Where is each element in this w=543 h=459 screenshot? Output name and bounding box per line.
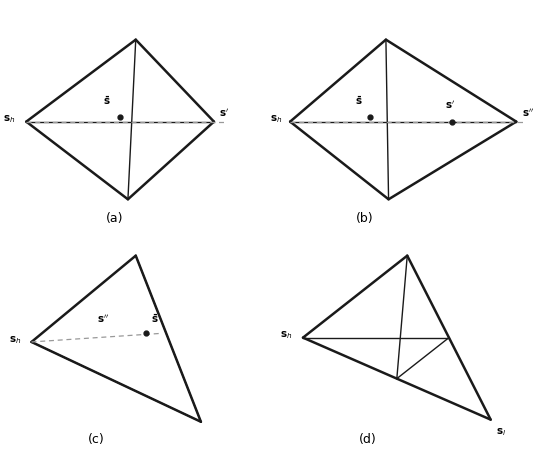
Text: $\mathbf{s'}$: $\mathbf{s'}$	[445, 98, 455, 111]
Text: (a): (a)	[106, 212, 124, 225]
Text: $\mathbf{s}_{h}$: $\mathbf{s}_{h}$	[3, 113, 16, 125]
Text: $\mathbf{\bar{s}}$: $\mathbf{\bar{s}}$	[103, 94, 111, 106]
Text: (d): (d)	[359, 432, 377, 446]
Text: $\mathbf{s}_{h}$: $\mathbf{s}_{h}$	[9, 334, 21, 346]
Text: (b): (b)	[356, 212, 374, 225]
Text: $\mathbf{s''}$: $\mathbf{s''}$	[98, 312, 110, 325]
Text: (c): (c)	[89, 432, 105, 446]
Text: $\mathbf{s}_{h}$: $\mathbf{s}_{h}$	[280, 330, 293, 341]
Text: $\mathbf{s'}$: $\mathbf{s'}$	[219, 107, 229, 119]
Text: $\mathbf{s}_{l}$: $\mathbf{s}_{l}$	[496, 426, 506, 438]
Text: $\mathbf{s''}$: $\mathbf{s''}$	[522, 107, 534, 119]
Text: $\mathbf{s}_{h}$: $\mathbf{s}_{h}$	[270, 113, 282, 125]
Text: $\mathbf{\bar{s}}$: $\mathbf{\bar{s}}$	[356, 94, 363, 106]
Text: $\mathbf{\bar{s}}$: $\mathbf{\bar{s}}$	[151, 312, 159, 325]
